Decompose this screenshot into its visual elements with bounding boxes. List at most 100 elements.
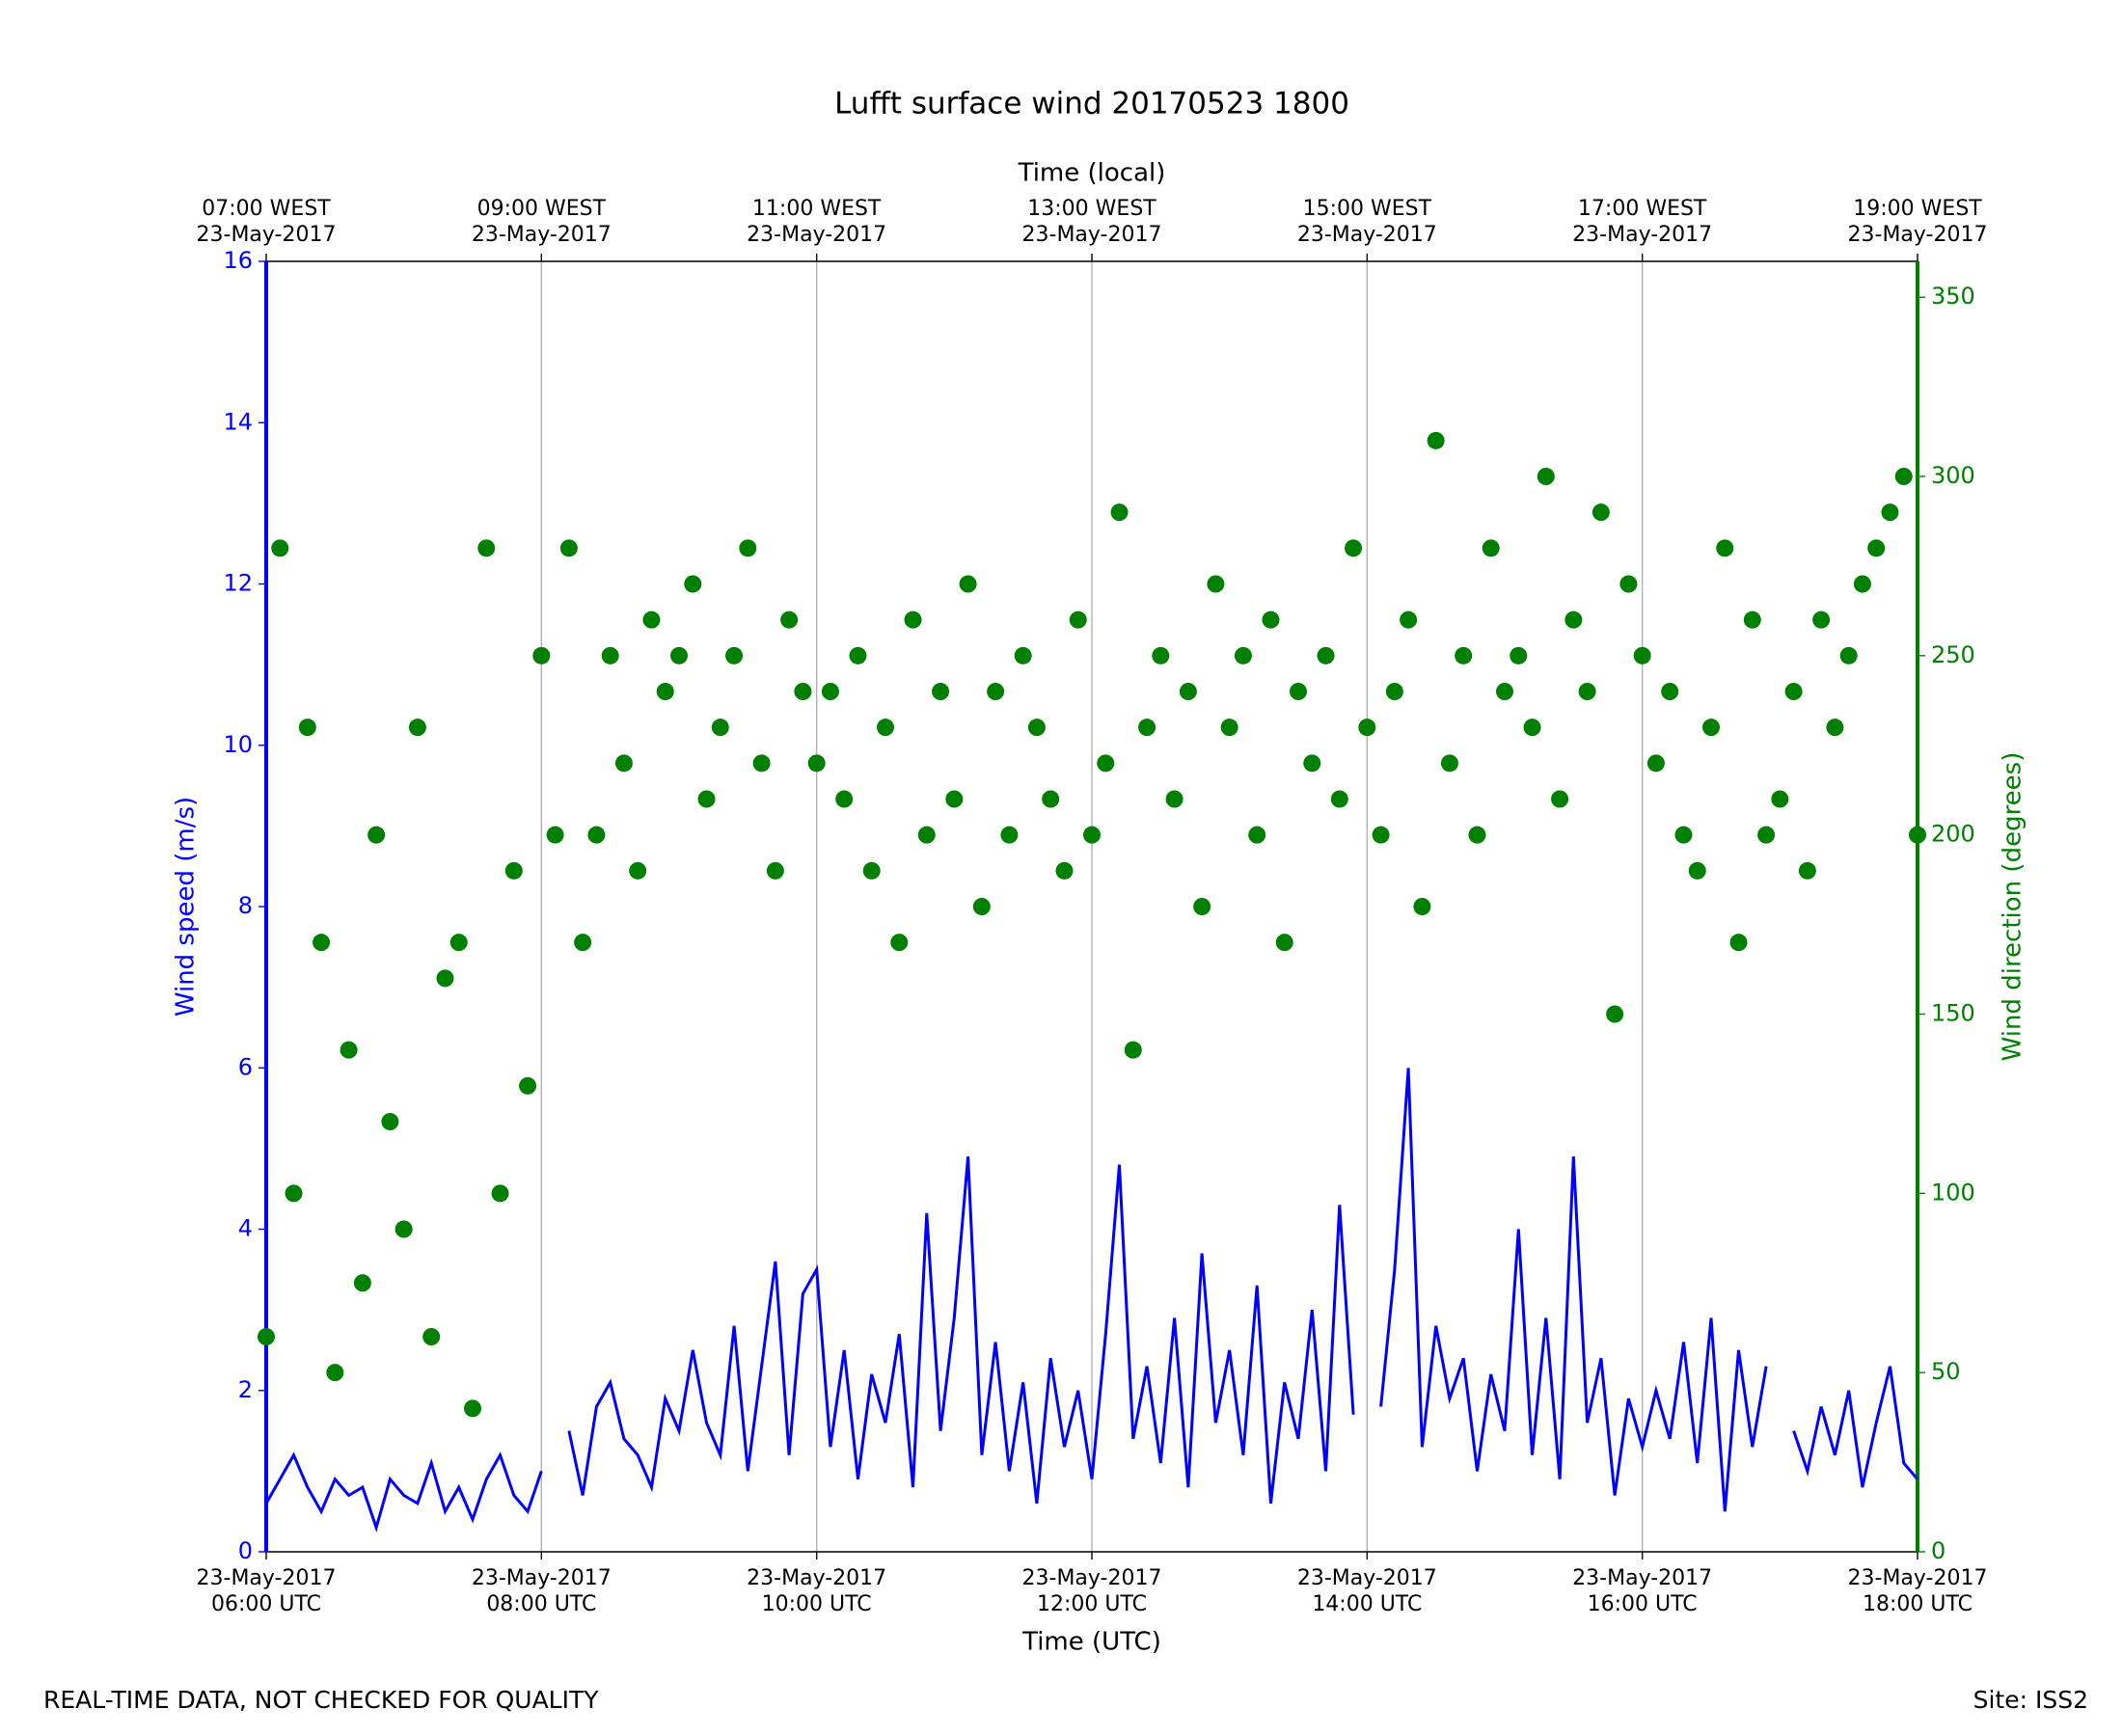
direction-point bbox=[1564, 610, 1583, 629]
y2-axis-label: Wind direction (degrees) bbox=[1999, 752, 2027, 1062]
direction-point bbox=[1097, 754, 1115, 773]
direction-point bbox=[1661, 683, 1679, 700]
footer-right: Site: ISS2 bbox=[1973, 1686, 2088, 1714]
direction-point bbox=[1413, 898, 1431, 915]
direction-point bbox=[1400, 610, 1418, 629]
direction-point bbox=[849, 646, 867, 665]
direction-point bbox=[739, 539, 757, 557]
direction-point bbox=[1083, 826, 1101, 844]
direction-point bbox=[1165, 790, 1183, 808]
x-axis-label: Time (UTC) bbox=[1021, 1628, 1161, 1657]
direction-point bbox=[1646, 754, 1665, 773]
direction-point bbox=[1275, 934, 1293, 952]
direction-point bbox=[917, 826, 936, 844]
direction-point bbox=[932, 683, 950, 700]
direction-point bbox=[1385, 683, 1403, 700]
direction-point bbox=[1330, 790, 1348, 808]
direction-point bbox=[972, 898, 991, 915]
speed-line bbox=[264, 1068, 1919, 1533]
x2-axis-label: Time (local) bbox=[1018, 159, 1166, 188]
direction-point bbox=[1619, 575, 1638, 593]
direction-point bbox=[504, 861, 523, 880]
y2-tick-label: 250 bbox=[1931, 641, 1975, 668]
direction-point bbox=[313, 934, 331, 952]
direction-point bbox=[711, 719, 729, 737]
direction-point bbox=[367, 826, 386, 844]
direction-point bbox=[1729, 934, 1748, 952]
direction-point bbox=[1606, 1005, 1624, 1023]
direction-point bbox=[1248, 826, 1266, 844]
x2-tick-label: 15:00 WEST 23-May-2017 bbox=[1296, 197, 1437, 247]
direction-point bbox=[752, 754, 771, 773]
y2-tick-label: 100 bbox=[1931, 1179, 1975, 1206]
direction-point bbox=[340, 1041, 358, 1059]
direction-point bbox=[1771, 790, 1789, 808]
direction-point bbox=[559, 539, 578, 557]
direction-point bbox=[877, 719, 894, 737]
direction-point bbox=[1743, 610, 1761, 629]
direction-point bbox=[1317, 646, 1335, 665]
y2-tick-label: 50 bbox=[1931, 1358, 1961, 1385]
x-tick-label: 23-May-2017 12:00 UTC bbox=[1021, 1566, 1162, 1616]
y-tick-label: 10 bbox=[223, 731, 253, 758]
x2-tick-label: 07:00 WEST 23-May-2017 bbox=[196, 197, 337, 247]
y-axis-label: Wind speed (m/s) bbox=[172, 797, 201, 1017]
direction-point bbox=[684, 575, 702, 593]
direction-point bbox=[532, 646, 551, 665]
y2-tick-label: 0 bbox=[1931, 1537, 1945, 1564]
y2-tick-label: 300 bbox=[1931, 462, 1975, 489]
direction-point bbox=[1124, 1041, 1142, 1059]
direction-point bbox=[1372, 826, 1390, 844]
y-tick-label: 0 bbox=[238, 1537, 253, 1564]
x-tick-label: 23-May-2017 08:00 UTC bbox=[471, 1566, 612, 1616]
x2-tick-label: 09:00 WEST 23-May-2017 bbox=[471, 197, 612, 247]
direction-point bbox=[271, 539, 289, 557]
x-tick-label: 23-May-2017 14:00 UTC bbox=[1296, 1566, 1437, 1616]
direction-point bbox=[642, 610, 661, 629]
direction-point bbox=[987, 683, 1005, 700]
direction-point bbox=[1069, 610, 1087, 629]
direction-point bbox=[614, 754, 633, 773]
direction-point bbox=[1055, 861, 1074, 880]
direction-point bbox=[1290, 683, 1307, 700]
direction-point bbox=[1193, 898, 1211, 915]
y-tick-label: 14 bbox=[223, 408, 253, 435]
direction-point bbox=[1867, 539, 1886, 557]
direction-point bbox=[1207, 575, 1225, 593]
direction-point bbox=[1537, 468, 1555, 485]
direction-point bbox=[1909, 826, 1926, 844]
y2-tick-label: 350 bbox=[1931, 283, 1975, 310]
x2-tick-label: 11:00 WEST 23-May-2017 bbox=[747, 197, 887, 247]
direction-point bbox=[1688, 861, 1706, 880]
footer-left: REAL-TIME DATA, NOT CHECKED FOR QUALITY bbox=[43, 1686, 599, 1714]
direction-point bbox=[1138, 719, 1156, 737]
direction-point bbox=[904, 610, 922, 629]
direction-point bbox=[1798, 861, 1816, 880]
direction-point bbox=[1303, 754, 1321, 773]
direction-point bbox=[1468, 826, 1486, 844]
direction-point bbox=[780, 610, 799, 629]
direction-point bbox=[1812, 610, 1831, 629]
direction-point bbox=[1455, 646, 1473, 665]
direction-point bbox=[1716, 539, 1734, 557]
direction-point bbox=[381, 1113, 399, 1130]
direction-point bbox=[1234, 646, 1252, 665]
direction-point bbox=[1894, 468, 1913, 485]
direction-point bbox=[697, 790, 716, 808]
direction-point bbox=[408, 719, 426, 737]
direction-point bbox=[890, 934, 909, 952]
x2-tick-label: 13:00 WEST 23-May-2017 bbox=[1021, 197, 1162, 247]
direction-point bbox=[1881, 503, 1899, 522]
direction-point bbox=[1262, 610, 1280, 629]
direction-point bbox=[807, 754, 826, 773]
direction-point bbox=[449, 934, 468, 952]
direction-point bbox=[519, 1076, 537, 1095]
direction-point bbox=[464, 1399, 481, 1418]
y-tick-label: 2 bbox=[238, 1376, 253, 1403]
direction-point bbox=[1578, 683, 1596, 700]
x-tick-label: 23-May-2017 10:00 UTC bbox=[747, 1566, 887, 1616]
direction-point bbox=[1496, 683, 1513, 700]
direction-point bbox=[766, 861, 784, 880]
direction-point bbox=[394, 1220, 413, 1238]
